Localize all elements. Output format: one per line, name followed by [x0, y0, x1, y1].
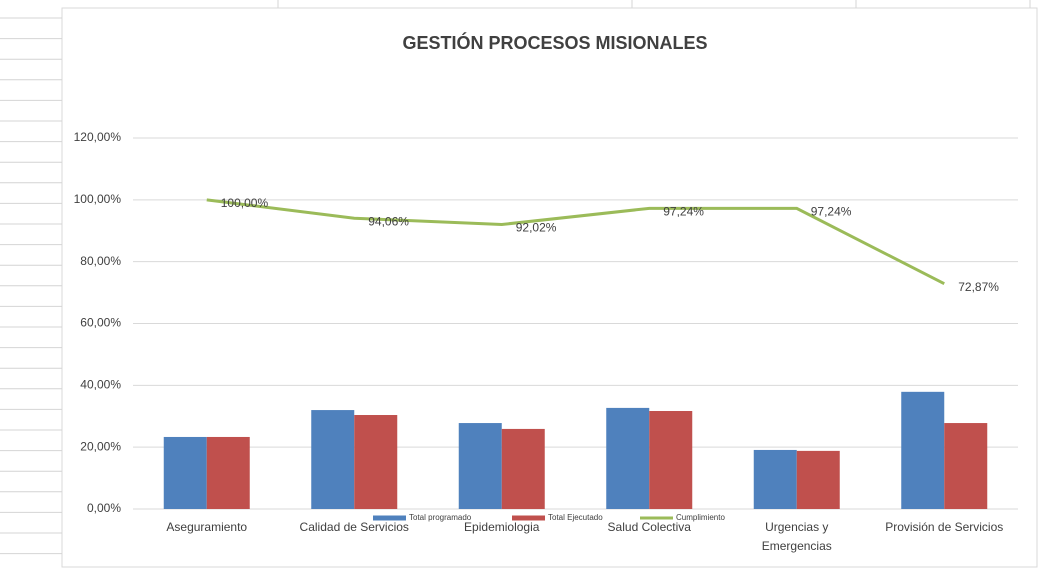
legend-swatch: [512, 515, 545, 521]
data-label: 97,24%: [811, 205, 852, 219]
bar: [354, 415, 398, 509]
legend-label: Total programado: [409, 513, 472, 522]
x-tick-label: Aseguramiento: [166, 520, 247, 534]
bar: [311, 410, 355, 509]
y-tick-label: 20,00%: [80, 439, 121, 453]
x-tick-label: Provisión de Servicios: [885, 520, 1003, 534]
x-tick-label: Epidemiologia: [464, 520, 540, 534]
bar: [901, 391, 945, 509]
data-label: 97,24%: [663, 205, 704, 219]
bar: [163, 436, 207, 509]
y-tick-label: 0,00%: [87, 501, 121, 515]
y-tick-label: 100,00%: [74, 192, 122, 206]
y-tick-label: 120,00%: [74, 130, 122, 144]
legend-label: Total Ejecutado: [548, 513, 603, 522]
bar: [753, 449, 797, 509]
legend-label: Cumplimiento: [676, 513, 725, 522]
line: [206, 198, 945, 286]
x-tick-label: Urgencias y Emergencias: [762, 520, 832, 553]
y-tick-label: 60,00%: [80, 316, 121, 330]
data-label: 72,87%: [958, 280, 999, 294]
x-tick-label: Salud Colectiva: [608, 520, 692, 534]
bar: [458, 423, 502, 509]
y-tick-label: 80,00%: [80, 254, 121, 268]
data-label: 100,00%: [221, 196, 269, 210]
spreadsheet-grid: [277, 0, 1031, 8]
y-tick-label: 40,00%: [80, 378, 121, 392]
bar: [944, 423, 988, 509]
bar: [606, 407, 650, 509]
x-tick-line: Urgencias y: [765, 520, 828, 534]
x-tick-line: Emergencias: [762, 539, 832, 553]
bar: [649, 410, 693, 509]
bar: [206, 436, 250, 509]
chart-title: GESTIÓN PROCESOS MISIONALES: [402, 32, 707, 53]
bar: [501, 428, 545, 509]
data-label: 92,02%: [516, 221, 557, 235]
bar: [796, 450, 840, 509]
legend-swatch: [373, 515, 406, 521]
x-tick-label: Calidad de Servicios: [300, 520, 409, 534]
data-label: 94,06%: [368, 214, 409, 228]
